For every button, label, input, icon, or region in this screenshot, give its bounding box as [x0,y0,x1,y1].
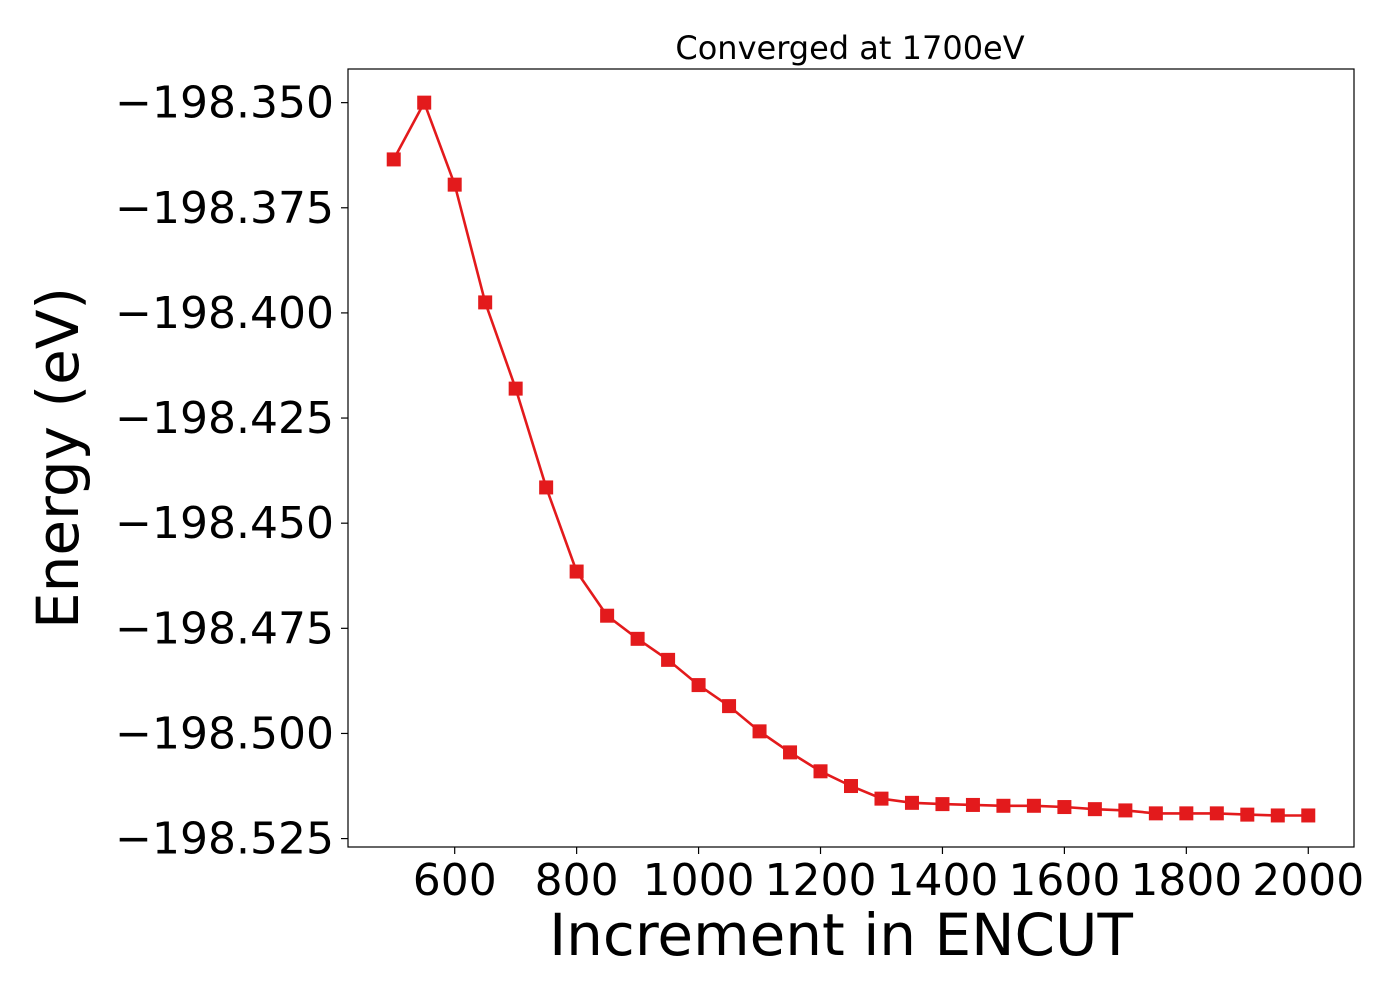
data-point-marker [874,791,889,806]
data-point-marker [722,699,737,714]
plot-frame [347,68,1355,848]
data-point-marker [996,798,1011,813]
y-tick-label: −198.375 [115,183,334,234]
y-axis-title: Energy (eV) [24,287,92,629]
x-tick-label: 600 [413,855,497,906]
y-tick-label: −198.525 [115,814,334,865]
data-point-marker [844,779,858,794]
data-point-marker [1270,808,1285,823]
data-point-marker [752,724,767,739]
x-tick-label: 1000 [643,855,755,906]
y-tick-label: −198.425 [115,393,334,444]
y-tick-label: −198.350 [115,78,334,129]
x-tick-label: 800 [535,855,619,906]
x-tick-label: 2000 [1252,855,1364,906]
data-point-marker [539,480,554,495]
series-line [392,99,1309,817]
data-point-marker [1301,808,1316,823]
y-axis: −198.350 −198.375 −198.400 −198.425 −198.450… [115,78,348,865]
chart-title: Converged at 1700eV [675,29,1024,67]
data-point-marker [630,631,645,646]
data-point-marker [417,95,432,110]
x-axis-title: Increment in ENCUT [549,901,1133,969]
y-tick-label: −198.500 [115,708,334,759]
data-point-marker [447,177,462,192]
x-tick-label: 1400 [886,855,998,906]
data-point-marker [935,797,950,812]
x-tick-label: 1600 [1008,855,1120,906]
data-point-marker [691,678,706,693]
data-point-marker [1240,807,1255,822]
data-point-marker [478,295,493,310]
y-tick-label: −198.475 [115,603,334,654]
data-point-marker [1148,806,1163,821]
data-point-marker [600,608,615,623]
y-tick-label: −198.400 [115,288,334,339]
data-point-marker [783,745,798,760]
data-point-marker [813,764,828,779]
data-point-marker [965,797,980,812]
data-point-marker [1087,802,1102,817]
data-point-marker [508,381,523,396]
data-point-marker [1179,806,1194,821]
x-axis: 600 800 1000 1200 1400 1600 1800 2000 [413,847,1364,906]
data-point-marker [1057,800,1072,815]
x-tick-label: 1200 [765,855,877,906]
data-point-marker [1209,806,1224,821]
data-point-marker [569,564,584,579]
series-layer [386,95,1316,823]
data-point-marker [1026,798,1041,813]
x-tick-label: 1800 [1130,855,1242,906]
data-point-marker [904,795,919,810]
data-point-marker [1118,803,1133,818]
data-point-marker [661,652,676,667]
y-tick-label: −198.450 [115,498,334,549]
data-point-marker [386,152,401,167]
